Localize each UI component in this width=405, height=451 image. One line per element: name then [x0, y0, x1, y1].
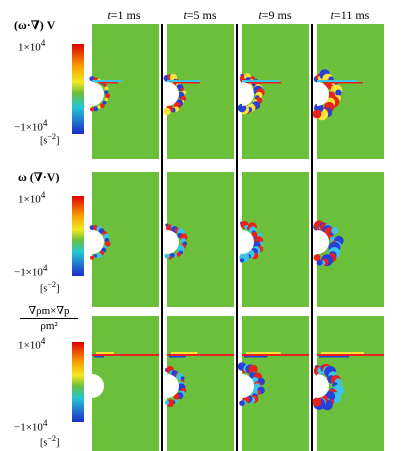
row-title-vortex-dilatation: ω (∇·V) [18, 170, 60, 184]
bubble [167, 230, 179, 254]
vorticity-spot [93, 106, 99, 112]
bubble [317, 82, 329, 106]
vorticity-spot [329, 236, 336, 242]
bubble [92, 230, 104, 254]
vorticity-spot [93, 254, 97, 258]
vorticity-spot [312, 397, 322, 407]
vorticity-spot [331, 227, 339, 235]
interface-streak [246, 352, 281, 354]
interface-streak [173, 82, 200, 84]
colorbar [72, 44, 84, 134]
bubble [242, 82, 254, 106]
vorticity-spot [89, 107, 95, 112]
interface-streak [169, 356, 186, 358]
colorbar-min-label: −1×104 [14, 263, 48, 279]
vorticity-spot [257, 232, 263, 238]
vorticity-spot [176, 252, 181, 257]
row-title-vortex-stretching: (ω·∇) V [14, 18, 56, 32]
vorticity-spot [313, 254, 321, 262]
interface-streak [321, 352, 364, 354]
interface-streak [317, 354, 384, 356]
vorticity-spot [239, 400, 245, 406]
bubble [317, 374, 329, 398]
vorticity-spot [176, 244, 185, 253]
interface-streak [92, 354, 159, 356]
colorbar [72, 342, 84, 422]
column-title-t5: t=5 ms [183, 8, 217, 22]
vorticity-spot [102, 100, 107, 105]
interface-streak [167, 80, 201, 82]
interface-streak [94, 356, 104, 358]
vorticity-spot [104, 86, 109, 91]
vorticity-spot [164, 253, 170, 259]
vorticity-spot [96, 252, 102, 259]
bubble [92, 374, 104, 398]
vorticity-spot [239, 258, 245, 263]
vorticity-spot [180, 376, 185, 381]
interface-streak [171, 352, 198, 354]
interface-streak [244, 356, 268, 358]
vorticity-spot [90, 255, 94, 260]
vorticity-spot [173, 393, 180, 400]
bubble [242, 230, 254, 254]
vorticity-spot [97, 105, 101, 109]
colorbar-unit: [s−2] [40, 434, 60, 449]
colorbar-min-label: −1×104 [14, 118, 48, 134]
interface-streak [167, 354, 234, 356]
bubble [317, 230, 329, 254]
vorticity-spot [180, 87, 185, 92]
colorbar-max-label: 1×104 [18, 190, 46, 206]
interface-streak [242, 80, 279, 82]
bubble [167, 82, 179, 106]
column-separator [236, 24, 238, 451]
interface-streak [317, 80, 357, 82]
colorbar-unit: [s−2] [40, 280, 60, 295]
bubble [92, 82, 104, 106]
colorbar [72, 196, 84, 276]
vorticity-spot [335, 89, 342, 96]
vorticity-spot [237, 103, 247, 113]
column-separator [161, 24, 163, 451]
vorticity-spot [99, 103, 105, 109]
vorticity-spot [103, 83, 107, 87]
column-separator [311, 24, 313, 451]
colorbar-min-label: −1×104 [14, 418, 48, 434]
interface-streak [242, 354, 309, 356]
colorbar-unit: [s−2] [40, 132, 60, 147]
vorticity-spot [104, 97, 109, 102]
colorbar-max-label: 1×104 [18, 38, 46, 54]
row-title-baroclinic: ∇ρm×∇p ρm² [14, 304, 84, 332]
vorticity-spot [316, 259, 323, 266]
interface-streak [98, 82, 118, 84]
vorticity-spot [163, 107, 171, 116]
interface-streak [323, 82, 363, 84]
column-title-t1: t=1 ms [107, 8, 141, 22]
vorticity-spot [312, 109, 322, 119]
vorticity-spot [104, 90, 109, 95]
vorticity-spot [164, 400, 170, 405]
vorticity-spot [174, 399, 179, 403]
interface-streak [96, 352, 114, 354]
interface-streak [248, 82, 282, 84]
interface-streak [92, 80, 122, 82]
interface-streak [319, 356, 349, 358]
vorticity-spot [105, 93, 111, 99]
vorticity-spot [248, 364, 258, 375]
bubble [167, 374, 179, 398]
vorticity-spot [104, 241, 111, 247]
column-title-t9: t=9 ms [258, 8, 292, 22]
column-title-t11: t=11 ms [330, 8, 370, 22]
bubble [242, 374, 254, 398]
colorbar-max-label: 1×104 [18, 336, 46, 352]
